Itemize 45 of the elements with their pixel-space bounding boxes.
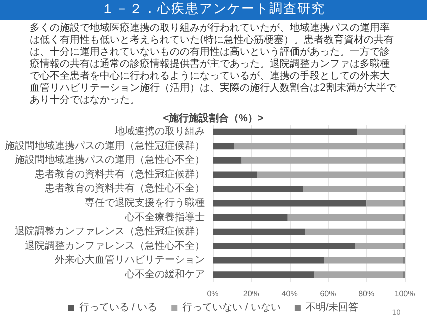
chart-subtitle: <施行施設割合（%）> [163,112,264,124]
bar [288,214,404,221]
bar [357,128,404,136]
bar [213,186,304,192]
y-tick-label: 心不全療養指導士 [124,211,205,224]
chart-title: １－２．心疾患アンケート調査研究 [0,0,427,20]
x-tick-label: 80% [358,290,375,298]
y-tick-label: 地域連携の取り組み [114,126,205,138]
y-tick-label: 退院調整カンファレンス（急性冠症候群） [15,226,205,238]
bar [324,257,404,264]
legend-label: 行っている / いる [79,302,158,314]
y-tick-label: 施設間地域連携パスの運用（急性心不全） [15,154,205,166]
legend-label: 不明/未回答 [306,302,359,314]
x-tick-label: 20% [243,290,260,298]
bar [213,228,306,236]
bar [305,228,404,236]
bar [234,143,404,150]
y-tick-label: 心不全の緩和ケア [124,268,205,280]
bar [213,214,288,221]
bar [355,243,404,250]
y-tick-label: 専任で退院支援を行う職種 [85,197,205,209]
bar [213,143,234,150]
bar [366,200,404,207]
x-tick-label: 0% [207,290,219,298]
x-tick-label: 60% [320,290,336,298]
bar [314,272,404,278]
x-tick-label: 40% [282,290,298,298]
text: 多くの施設で地域医療連携の取り組みが行われていたが、地域連携パスの運用率は低く有用性も低いと考えられていた(特に急性心筋梗塞）。患者教育資材の共有は、十分に運用されていないものの有用性は高いという評価があった。一方で診療情報の共有は通常の診療情報提供書が主であった。退院調整カンファは多職種で心不全患者を中心に行われるようになっているが、連携の手段としての外来大血管リハビリテーション施行（活用）は、実際の施行人数割合は2割未満が大半であり十分ではなかった。 [30,23,397,107]
y-tick-label: 外来心大血管リハビリテーション [55,254,205,266]
bar [213,157,242,164]
bar [213,200,367,207]
y-tick-label: 患者教育の資料共有（急性心不全） [44,182,205,195]
bar [257,172,404,178]
legend-label: 行っていない / いない [182,302,281,314]
y-tick-label: 患者教育の資料共有（急性冠症候群） [34,168,205,180]
bar [213,243,356,250]
bar [213,128,357,136]
bar [213,257,324,264]
x-tick-label: 100% [394,290,416,298]
bar [213,172,258,178]
bar [303,186,404,192]
bar [242,157,404,164]
bar [213,272,315,278]
y-tick-label: 退院調整カンファレンス（急性心不全） [25,240,205,252]
y-tick-label: 施設間地域連携パスの運用（急性冠症候群） [5,140,205,152]
